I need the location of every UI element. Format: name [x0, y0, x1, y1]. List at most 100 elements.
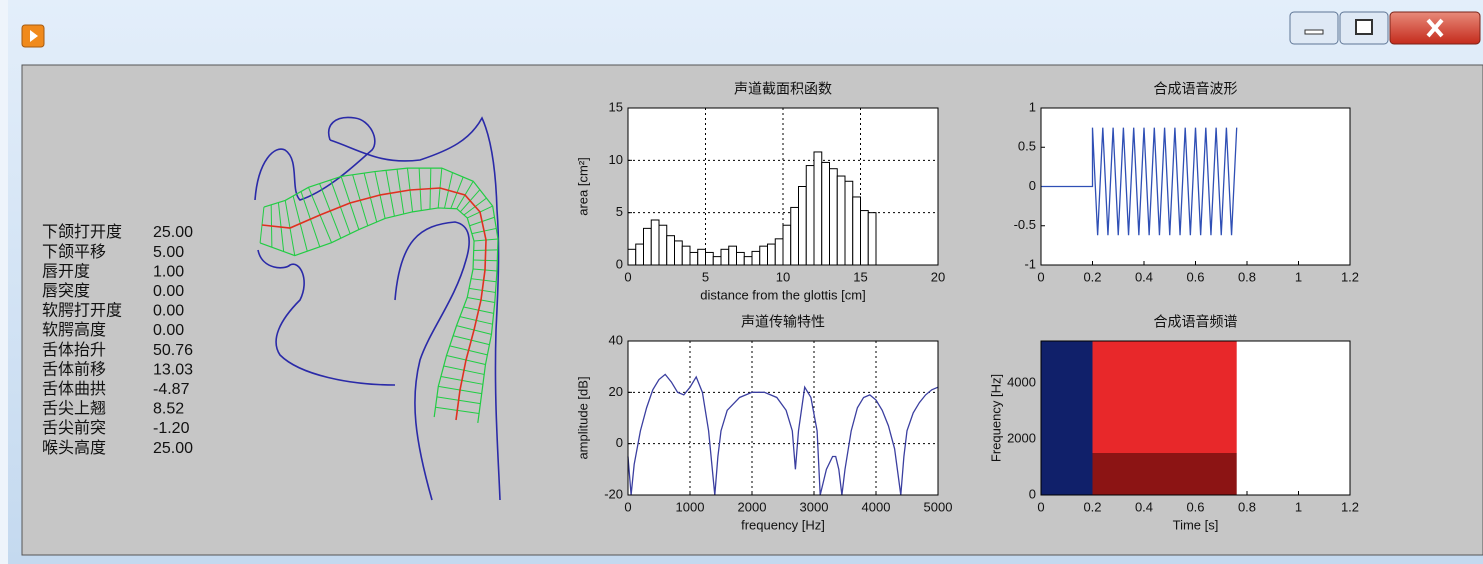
bar: [768, 244, 776, 265]
y-axis-label: area [cm²]: [575, 157, 590, 216]
bar: [814, 152, 822, 265]
param-label: 下颌打开度: [42, 223, 122, 241]
param-label: 软腭打开度: [42, 302, 122, 320]
x-axis-label: frequency [Hz]: [741, 517, 825, 532]
x-tick-label: 1.2: [1341, 499, 1359, 514]
param-label: 舌体抬升: [42, 341, 106, 359]
param-label: 软腭高度: [42, 321, 106, 339]
minimize-icon: [1305, 30, 1323, 34]
y-tick-label: -20: [604, 486, 623, 501]
param-label: 舌尖上翘: [42, 400, 106, 418]
y-tick-label: 5: [616, 204, 623, 219]
param-label: 舌体前移: [42, 360, 106, 378]
bar: [721, 249, 729, 265]
bar: [737, 252, 745, 265]
param-label: 下颌平移: [42, 243, 106, 261]
bar: [675, 241, 683, 265]
param-label: 唇突度: [42, 282, 90, 300]
bar: [713, 257, 721, 265]
x-tick-label: 0.8: [1238, 269, 1256, 284]
chart-title: 合成语音频谱: [1154, 314, 1238, 330]
x-tick-label: 0.4: [1135, 499, 1153, 514]
y-tick-label: 20: [609, 384, 623, 399]
bar: [837, 176, 845, 265]
y-tick-label: -1: [1024, 256, 1036, 271]
bar: [628, 249, 636, 265]
bar: [853, 197, 861, 265]
bar: [868, 213, 876, 265]
param-value: 5.00: [153, 244, 184, 261]
bar: [830, 169, 838, 265]
param-value: -1.20: [153, 420, 190, 437]
plot-area: [628, 341, 938, 495]
x-tick-label: 0: [624, 499, 631, 514]
bar: [744, 257, 752, 265]
x-tick-label: 1000: [676, 499, 705, 514]
x-tick-label: 0.8: [1238, 499, 1256, 514]
x-tick-label: 0.4: [1135, 269, 1153, 284]
chart-title: 声道传输特性: [741, 314, 825, 330]
y-tick-label: 0.5: [1018, 139, 1036, 154]
bar: [636, 244, 644, 265]
param-value: 0.00: [153, 303, 184, 320]
x-tick-label: 10: [776, 269, 790, 284]
param-value: 0.00: [153, 283, 184, 300]
param-value: 25.00: [153, 440, 193, 457]
maximize-icon: [1356, 20, 1372, 34]
x-tick-label: 15: [853, 269, 867, 284]
param-value: -4.87: [153, 381, 190, 398]
bar: [822, 162, 830, 265]
param-value: 50.76: [153, 342, 193, 359]
page: 下颌打开度 25.00 下颌平移 5.00 唇开度 1.00 唇突度 0.00 软腭打开度 0.0…: [0, 0, 1483, 564]
param-value: 8.52: [153, 401, 184, 418]
x-tick-label: 0: [624, 269, 631, 284]
spectrogram-cell: [1093, 453, 1237, 495]
spectrogram-cell: [1093, 341, 1237, 453]
y-tick-label: 1: [1029, 99, 1036, 114]
window: 下颌打开度 25.00 下颌平移 5.00 唇开度 1.00 唇突度 0.00 软腭打开度 0.0…: [0, 0, 1483, 564]
x-tick-label: 0: [1037, 269, 1044, 284]
x-tick-label: 0.2: [1083, 499, 1101, 514]
chart-title: 合成语音波形: [1154, 81, 1238, 97]
x-tick-label: 3000: [800, 499, 829, 514]
x-tick-label: 1.2: [1341, 269, 1359, 284]
x-tick-label: 4000: [862, 499, 891, 514]
x-tick-label: 1: [1295, 499, 1302, 514]
param-value: 0.00: [153, 322, 184, 339]
bar: [667, 236, 675, 265]
param-value: 1.00: [153, 263, 184, 280]
x-tick-label: 5: [702, 269, 709, 284]
y-tick-label: 2000: [1007, 430, 1036, 445]
param-value: 13.03: [153, 361, 193, 378]
bar: [760, 246, 768, 265]
x-tick-label: 0.6: [1186, 269, 1204, 284]
bar: [845, 181, 853, 265]
y-tick-label: 40: [609, 332, 623, 347]
y-tick-label: 10: [609, 152, 623, 167]
x-axis-label: distance from the glottis [cm]: [700, 287, 865, 302]
bar: [729, 246, 737, 265]
spectrogram-cell: [1041, 341, 1093, 495]
param-label: 喉头高度: [42, 439, 106, 457]
bar: [690, 252, 698, 265]
x-tick-label: 1: [1295, 269, 1302, 284]
bar: [644, 228, 652, 265]
bar: [775, 239, 783, 265]
param-label: 唇开度: [42, 262, 90, 280]
y-tick-label: 15: [609, 99, 623, 114]
minimize-button[interactable]: [1290, 12, 1338, 44]
y-axis-label: Frequency [Hz]: [988, 374, 1003, 462]
y-tick-label: 0: [616, 435, 623, 450]
chart-title: 声道截面积函数: [734, 81, 832, 97]
bar: [698, 249, 706, 265]
x-tick-label: 20: [931, 269, 945, 284]
bar: [682, 246, 690, 265]
y-axis-label: amplitude [dB]: [575, 376, 590, 459]
x-tick-label: 2000: [738, 499, 767, 514]
bar: [783, 225, 791, 265]
x-tick-label: 5000: [924, 499, 953, 514]
bar: [799, 187, 807, 266]
x-tick-label: 0.2: [1083, 269, 1101, 284]
bar: [791, 207, 799, 265]
